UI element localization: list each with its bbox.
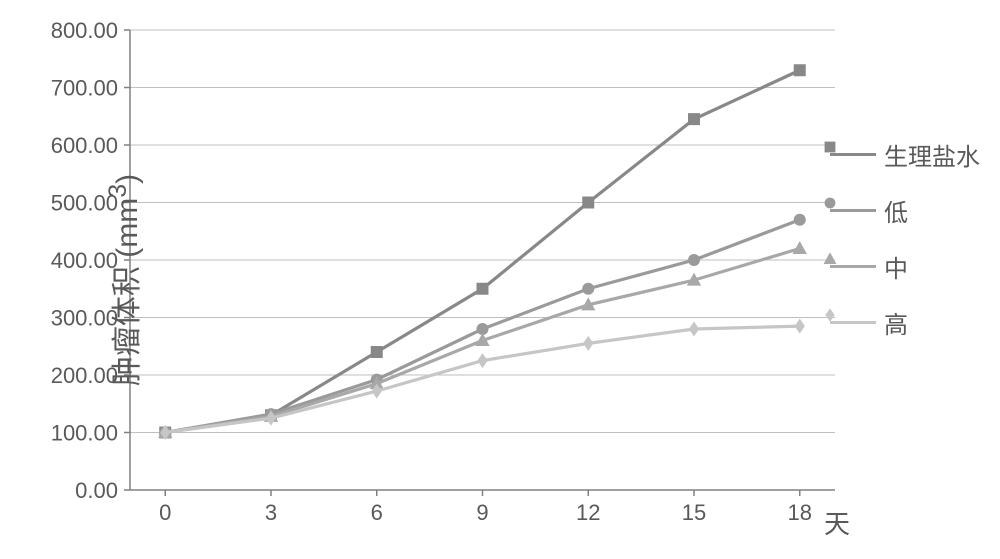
chart-container: 肿瘤体积 (mm3) 0.00100.00200.00300.00400.005… (0, 0, 1000, 559)
marker-square (688, 113, 700, 125)
y-axis-label: 肿瘤体积 (mm3) (102, 173, 146, 385)
marker-diamond (583, 336, 593, 351)
legend: 生理盐水低中高 (830, 140, 980, 364)
marker-diamond (825, 308, 834, 322)
marker-diamond (477, 353, 487, 368)
marker-triangle (824, 252, 837, 264)
x-tick-label: 15 (682, 500, 706, 525)
marker-diamond (795, 319, 805, 334)
marker-circle (582, 283, 594, 295)
marker-square (825, 142, 836, 153)
marker-circle (794, 214, 806, 226)
legend-item-high: 高 (830, 308, 980, 336)
legend-item-mid: 中 (830, 252, 980, 280)
x-tick-label: 3 (265, 500, 277, 525)
legend-swatch (830, 315, 876, 329)
legend-swatch (830, 147, 876, 161)
marker-square (582, 197, 594, 209)
y-tick-label: 0.00 (75, 478, 118, 503)
x-tick-label: 12 (576, 500, 600, 525)
y-tick-label: 600.00 (51, 133, 118, 158)
x-tick-label: 0 (159, 500, 171, 525)
marker-square (477, 283, 489, 295)
series-saline (159, 64, 806, 438)
x-tick-label: 9 (476, 500, 488, 525)
y-tick-label: 800.00 (51, 18, 118, 43)
series-line (165, 70, 800, 432)
series-mid (158, 241, 807, 438)
marker-circle (825, 198, 836, 209)
x-tick-label: 6 (371, 500, 383, 525)
marker-square (794, 64, 806, 76)
legend-swatch (830, 259, 876, 273)
legend-label: 高 (884, 305, 908, 340)
marker-square (371, 346, 383, 358)
y-tick-label: 100.00 (51, 421, 118, 446)
legend-label: 低 (884, 193, 908, 228)
legend-label: 生理盐水 (884, 137, 980, 172)
legend-item-low: 低 (830, 196, 980, 224)
marker-triangle (793, 241, 807, 254)
y-tick-label: 700.00 (51, 76, 118, 101)
legend-swatch (830, 203, 876, 217)
series-low (159, 214, 806, 439)
x-axis-label: 天 (824, 504, 850, 541)
x-tick-label: 18 (788, 500, 812, 525)
legend-label: 中 (884, 249, 908, 284)
marker-circle (688, 254, 700, 266)
marker-diamond (689, 322, 699, 337)
legend-item-saline: 生理盐水 (830, 140, 980, 168)
